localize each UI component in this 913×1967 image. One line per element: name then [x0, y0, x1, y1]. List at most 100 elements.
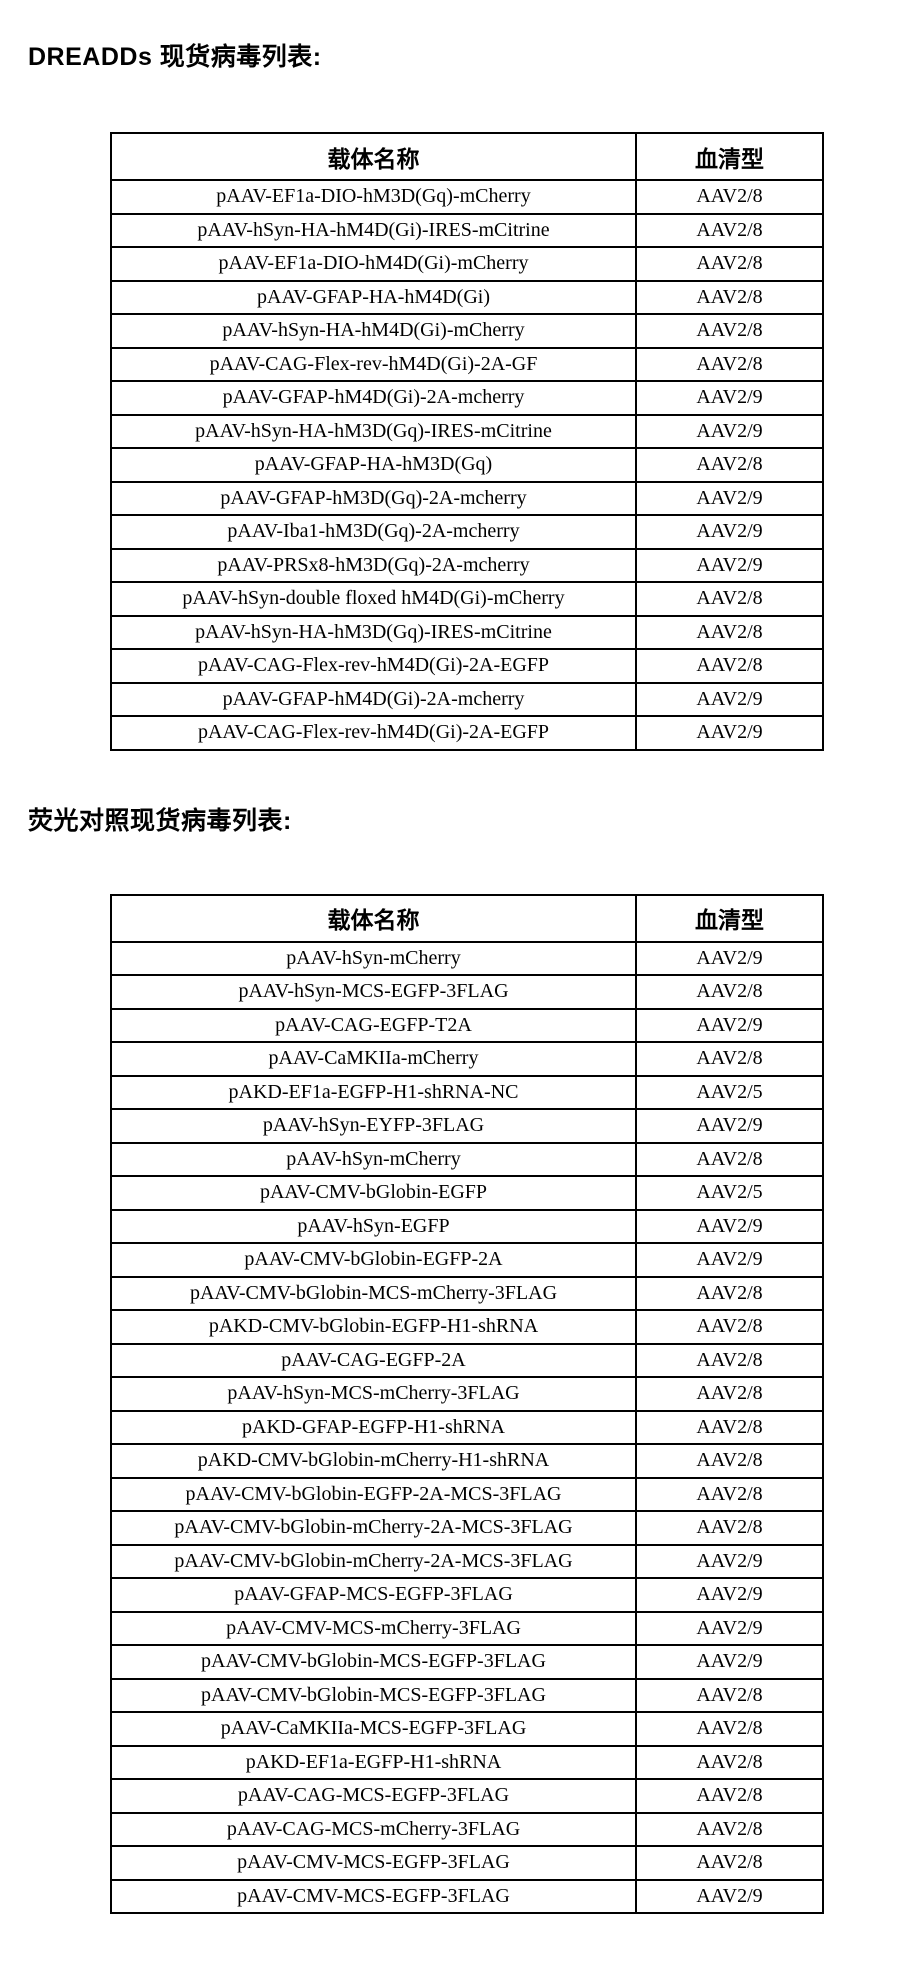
serotype-cell: AAV2/8 — [635, 1275, 824, 1311]
table-row: pAAV-hSyn-mCherry AAV2/9 — [110, 940, 824, 976]
serotype-cell: AAV2/8 — [635, 179, 824, 215]
serotype-cell: AAV2/8 — [635, 1845, 824, 1881]
fluorescent-control-list-title: 荧光对照现货病毒列表: — [28, 806, 292, 835]
dreadds-list-title: DREADDs 现货病毒列表: — [28, 43, 322, 71]
dreadds-table-body: pAAV-EF1a-DIO-hM3D(Gq)-mCherry AAV2/8 pAAV… — [110, 179, 824, 751]
table-row: pAAV-CaMKIIa-MCS-EGFP-3FLAG AAV2/8 — [110, 1711, 824, 1747]
vector-name-cell: pAAV-CMV-MCS-EGFP-3FLAG — [110, 1878, 637, 1914]
table-row: pAAV-GFAP-hM4D(Gi)-2A-mcherry AAV2/9 — [110, 380, 824, 416]
serotype-cell: AAV2/9 — [635, 1242, 824, 1278]
serotype-cell: AAV2/9 — [635, 940, 824, 976]
table-row: pAAV-hSyn-HA-hM3D(Gq)-IRES-mCitrine AAV2/… — [110, 413, 824, 449]
serotype-cell: AAV2/8 — [635, 1711, 824, 1747]
vector-name-cell: pAAV-CMV-bGlobin-MCS-EGFP-3FLAG — [110, 1644, 637, 1680]
table-row: pAAV-hSyn-double floxed hM4D(Gi)-mCherry… — [110, 581, 824, 617]
table-row: pAAV-CAG-Flex-rev-hM4D(Gi)-2A-EGFP AAV2/8 — [110, 648, 824, 684]
vector-name-cell: pAAV-CMV-bGlobin-EGFP-2A-MCS-3FLAG — [110, 1476, 637, 1512]
vector-name-cell: pAKD-CMV-bGlobin-mCherry-H1-shRNA — [110, 1443, 637, 1479]
vector-name-cell: pAAV-GFAP-hM4D(Gi)-2A-mcherry — [110, 380, 637, 416]
serotype-cell: AAV2/9 — [635, 1610, 824, 1646]
vector-name-cell: pAAV-hSyn-MCS-mCherry-3FLAG — [110, 1376, 637, 1412]
column-header-vector-name: 载体名称 — [110, 132, 637, 181]
serotype-cell: AAV2/9 — [635, 1108, 824, 1144]
table-row: pAAV-hSyn-EYFP-3FLAG AAV2/9 — [110, 1108, 824, 1144]
serotype-cell: AAV2/9 — [635, 681, 824, 717]
header-row: 载体名称 血清型 — [110, 132, 824, 181]
serotype-cell: AAV2/8 — [635, 1409, 824, 1445]
column-header-serotype: 血清型 — [635, 132, 824, 181]
table-row: pAAV-CMV-bGlobin-MCS-mCherry-3FLAG AAV2/8 — [110, 1275, 824, 1311]
table-row: pAAV-hSyn-mCherry AAV2/8 — [110, 1141, 824, 1177]
vector-name-cell: pAAV-CMV-MCS-EGFP-3FLAG — [110, 1845, 637, 1881]
table-row: pAAV-CMV-MCS-EGFP-3FLAG AAV2/8 — [110, 1845, 824, 1881]
table-row: pAAV-CAG-Flex-rev-hM4D(Gi)-2A-EGFP AAV2/9 — [110, 715, 824, 751]
vector-name-cell: pAAV-GFAP-hM4D(Gi)-2A-mcherry — [110, 681, 637, 717]
serotype-cell: AAV2/8 — [635, 1811, 824, 1847]
table-row: pAAV-CAG-MCS-mCherry-3FLAG AAV2/8 — [110, 1811, 824, 1847]
vector-name-cell: pAAV-EF1a-DIO-hM3D(Gq)-mCherry — [110, 179, 637, 215]
table-row: pAAV-CMV-bGlobin-MCS-EGFP-3FLAG AAV2/9 — [110, 1644, 824, 1680]
vector-name-cell: pAAV-CMV-bGlobin-EGFP-2A — [110, 1242, 637, 1278]
vector-name-cell: pAAV-hSyn-EGFP — [110, 1208, 637, 1244]
serotype-cell: AAV2/9 — [635, 480, 824, 516]
vector-name-cell: pAAV-CAG-Flex-rev-hM4D(Gi)-2A-EGFP — [110, 648, 637, 684]
serotype-cell: AAV2/8 — [635, 346, 824, 382]
vector-name-cell: pAAV-CaMKIIa-MCS-EGFP-3FLAG — [110, 1711, 637, 1747]
table-row: pAAV-CMV-bGlobin-mCherry-2A-MCS-3FLAG AAV… — [110, 1510, 824, 1546]
table-row: pAAV-GFAP-hM4D(Gi)-2A-mcherry AAV2/9 — [110, 681, 824, 717]
vector-name-cell: pAAV-CAG-EGFP-2A — [110, 1342, 637, 1378]
dreadds-virus-table: 载体名称 血清型 pAAV-EF1a-DIO-hM3D(Gq)-mCherry A… — [110, 132, 824, 751]
vector-name-cell: pAAV-hSyn-HA-hM3D(Gq)-IRES-mCitrine — [110, 614, 637, 650]
serotype-cell: AAV2/9 — [635, 514, 824, 550]
dreadds-table-header: 载体名称 血清型 — [110, 132, 824, 181]
vector-name-cell: pAAV-hSyn-mCherry — [110, 1141, 637, 1177]
vector-name-cell: pAAV-GFAP-HA-hM3D(Gq) — [110, 447, 637, 483]
serotype-cell: AAV2/8 — [635, 246, 824, 282]
table-row: pAAV-CMV-MCS-mCherry-3FLAG AAV2/9 — [110, 1610, 824, 1646]
serotype-cell: AAV2/8 — [635, 279, 824, 315]
vector-name-cell: pAAV-GFAP-MCS-EGFP-3FLAG — [110, 1577, 637, 1613]
vector-name-cell: pAKD-EF1a-EGFP-H1-shRNA — [110, 1744, 637, 1780]
column-header-serotype: 血清型 — [635, 893, 824, 943]
serotype-cell: AAV2/8 — [635, 313, 824, 349]
vector-name-cell: pAAV-CAG-Flex-rev-hM4D(Gi)-2A-EGFP — [110, 715, 637, 751]
serotype-cell: AAV2/5 — [635, 1074, 824, 1110]
fluorescent-control-virus-table: 载体名称 血清型 pAAV-hSyn-mCherry AAV2/9 pAAV-hSy… — [110, 893, 824, 1914]
vector-name-cell: pAAV-CMV-bGlobin-MCS-mCherry-3FLAG — [110, 1275, 637, 1311]
table-row: pAAV-EF1a-DIO-hM4D(Gi)-mCherry AAV2/8 — [110, 246, 824, 282]
fluorescent-table-header: 载体名称 血清型 — [110, 893, 824, 943]
vector-name-cell: pAAV-CAG-Flex-rev-hM4D(Gi)-2A-GF — [110, 346, 637, 382]
vector-name-cell: pAAV-CAG-MCS-mCherry-3FLAG — [110, 1811, 637, 1847]
table-row: pAAV-CaMKIIa-mCherry AAV2/8 — [110, 1041, 824, 1077]
serotype-cell: AAV2/9 — [635, 1543, 824, 1579]
table-row: pAAV-CAG-EGFP-2A AAV2/8 — [110, 1342, 824, 1378]
serotype-cell: AAV2/8 — [635, 447, 824, 483]
vector-name-cell: pAKD-GFAP-EGFP-H1-shRNA — [110, 1409, 637, 1445]
serotype-cell: AAV2/8 — [635, 1510, 824, 1546]
serotype-cell: AAV2/8 — [635, 1309, 824, 1345]
table-row: pAKD-GFAP-EGFP-H1-shRNA AAV2/8 — [110, 1409, 824, 1445]
vector-name-cell: pAAV-hSyn-HA-hM4D(Gi)-IRES-mCitrine — [110, 212, 637, 248]
serotype-cell: AAV2/9 — [635, 1878, 824, 1914]
vector-name-cell: pAAV-CMV-bGlobin-MCS-EGFP-3FLAG — [110, 1677, 637, 1713]
serotype-cell: AAV2/5 — [635, 1175, 824, 1211]
vector-name-cell: pAAV-hSyn-MCS-EGFP-3FLAG — [110, 974, 637, 1010]
serotype-cell: AAV2/8 — [635, 614, 824, 650]
vector-name-cell: pAAV-hSyn-EYFP-3FLAG — [110, 1108, 637, 1144]
table-row: pAAV-PRSx8-hM3D(Gq)-2A-mcherry AAV2/9 — [110, 547, 824, 583]
table-row: pAKD-CMV-bGlobin-mCherry-H1-shRNA AAV2/8 — [110, 1443, 824, 1479]
table-row: pAAV-Iba1-hM3D(Gq)-2A-mcherry AAV2/9 — [110, 514, 824, 550]
serotype-cell: AAV2/8 — [635, 1041, 824, 1077]
vector-name-cell: pAKD-EF1a-EGFP-H1-shRNA-NC — [110, 1074, 637, 1110]
table-row: pAKD-EF1a-EGFP-H1-shRNA-NC AAV2/5 — [110, 1074, 824, 1110]
vector-name-cell: pAAV-CAG-EGFP-T2A — [110, 1007, 637, 1043]
vector-name-cell: pAAV-hSyn-double floxed hM4D(Gi)-mCherry — [110, 581, 637, 617]
vector-name-cell: pAAV-CMV-bGlobin-mCherry-2A-MCS-3FLAG — [110, 1510, 637, 1546]
vector-name-cell: pAAV-GFAP-hM3D(Gq)-2A-mcherry — [110, 480, 637, 516]
serotype-cell: AAV2/8 — [635, 1744, 824, 1780]
table-row: pAAV-GFAP-hM3D(Gq)-2A-mcherry AAV2/9 — [110, 480, 824, 516]
serotype-cell: AAV2/9 — [635, 1007, 824, 1043]
table-row: pAAV-CMV-bGlobin-mCherry-2A-MCS-3FLAG AAV… — [110, 1543, 824, 1579]
vector-name-cell: pAAV-PRSx8-hM3D(Gq)-2A-mcherry — [110, 547, 637, 583]
